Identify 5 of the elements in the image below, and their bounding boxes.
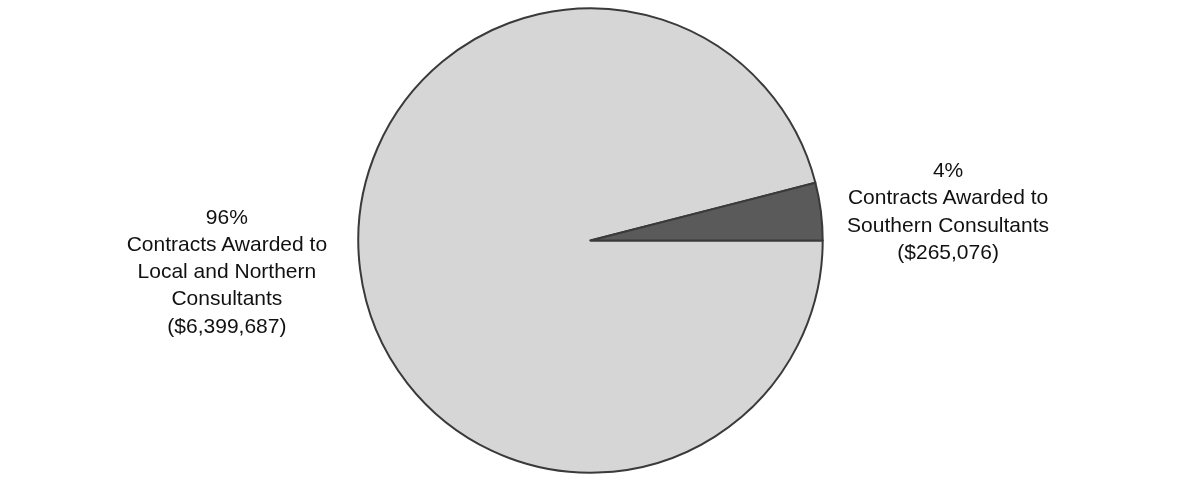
data-label: 4%: [932, 158, 964, 182]
pie-slice: [357, 7, 824, 474]
slice-label: Contracts Awarded to Southern Consultants ($265,076): [847, 185, 1050, 264]
data-label: 96%: [205, 204, 248, 228]
slice-label: Contracts Awarded to Local and Northern Consultants ($6,399,687): [126, 231, 328, 337]
